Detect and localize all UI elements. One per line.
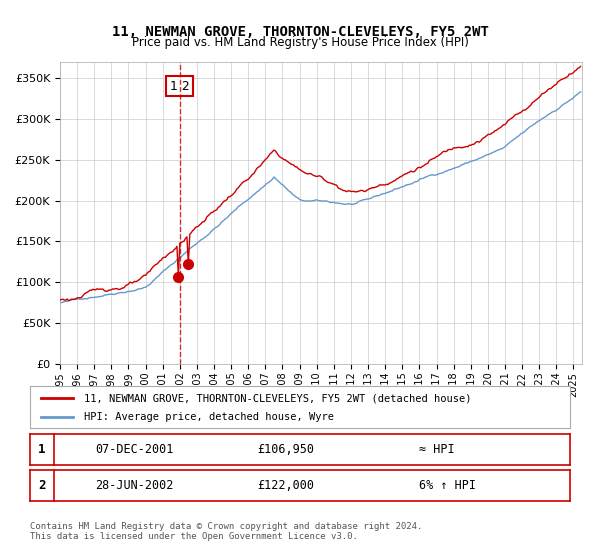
Text: 07-DEC-2001: 07-DEC-2001 [95, 443, 173, 456]
Text: 2: 2 [38, 479, 46, 492]
Text: 6% ↑ HPI: 6% ↑ HPI [419, 479, 476, 492]
Text: 1: 1 [38, 443, 46, 456]
Text: Contains HM Land Registry data © Crown copyright and database right 2024.
This d: Contains HM Land Registry data © Crown c… [30, 522, 422, 542]
Text: ≈ HPI: ≈ HPI [419, 443, 454, 456]
Text: 28-JUN-2002: 28-JUN-2002 [95, 479, 173, 492]
Text: £106,950: £106,950 [257, 443, 314, 456]
Text: Price paid vs. HM Land Registry's House Price Index (HPI): Price paid vs. HM Land Registry's House … [131, 36, 469, 49]
Text: 11, NEWMAN GROVE, THORNTON-CLEVELEYS, FY5 2WT: 11, NEWMAN GROVE, THORNTON-CLEVELEYS, FY… [112, 25, 488, 39]
Text: HPI: Average price, detached house, Wyre: HPI: Average price, detached house, Wyre [84, 412, 334, 422]
Text: 11, NEWMAN GROVE, THORNTON-CLEVELEYS, FY5 2WT (detached house): 11, NEWMAN GROVE, THORNTON-CLEVELEYS, FY… [84, 393, 472, 403]
Text: £122,000: £122,000 [257, 479, 314, 492]
Text: 1 2: 1 2 [170, 80, 190, 92]
